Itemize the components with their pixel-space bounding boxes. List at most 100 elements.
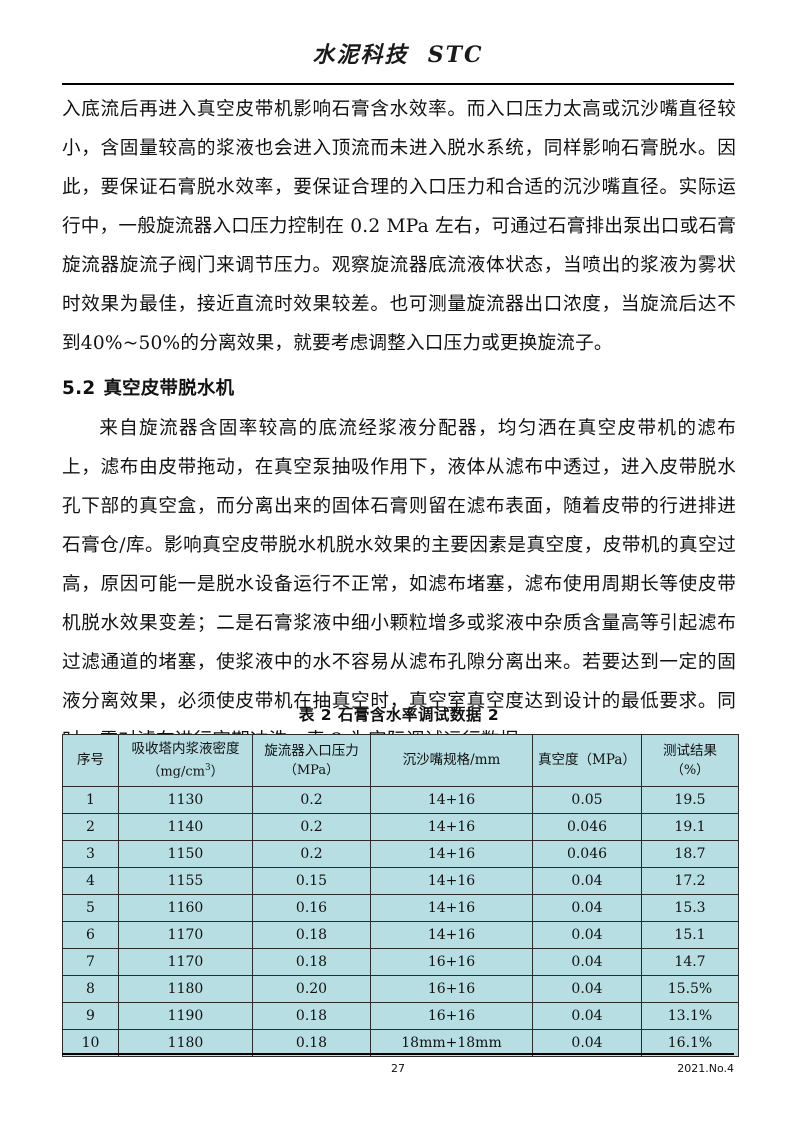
cell-slurry-density: 1160: [118, 894, 253, 923]
cell-inlet-pressure: 0.15: [252, 867, 371, 896]
column-header-test-result-line1: 测试结果: [663, 742, 717, 759]
table-row: 2 1140 0.2 14+16 0.046 19.1: [62, 813, 739, 842]
cell-index: 9: [62, 1002, 119, 1031]
cell-inlet-pressure: 0.2: [252, 786, 371, 815]
cell-inlet-pressure: 0.16: [252, 894, 371, 923]
cell-nozzle-spec: 16+16: [370, 1002, 533, 1031]
section-heading-5-2: 5.2 真空皮带脱水机: [62, 371, 736, 407]
cell-vacuum: 0.04: [532, 1002, 642, 1031]
table-header-row: 序号 吸收塔内浆液密度 （mg/cm3） 旋流器入口压力 （MPa） 沉沙嘴规格…: [62, 733, 739, 788]
cell-index: 7: [62, 948, 119, 977]
cell-vacuum: 0.04: [532, 1029, 642, 1058]
cell-inlet-pressure: 0.2: [252, 840, 371, 869]
table-row: 6 1170 0.18 14+16 0.04 15.1: [62, 921, 739, 950]
cell-nozzle-spec: 14+16: [370, 813, 533, 842]
journal-title: 水泥科技 STC: [312, 42, 484, 68]
cell-index: 1: [62, 786, 119, 815]
table-row: 10 1180 0.18 18mm+18mm 0.04 16.1%: [62, 1029, 739, 1058]
cell-vacuum: 0.04: [532, 921, 642, 950]
section-number: 5.2: [62, 378, 96, 399]
column-header-inlet-pressure-line1: 旋流器入口压力: [264, 742, 359, 759]
cell-test-result: 13.1%: [641, 1002, 739, 1031]
cell-vacuum: 0.04: [532, 867, 642, 896]
cell-index: 4: [62, 867, 119, 896]
section-title: 真空皮带脱水机: [103, 378, 235, 399]
cell-slurry-density: 1140: [118, 813, 253, 842]
page-footer: 27 2021.No.4: [62, 1062, 734, 1080]
table-row: 9 1190 0.18 16+16 0.04 13.1%: [62, 1002, 739, 1031]
cell-test-result: 19.5: [641, 786, 739, 815]
table-body: 1 1130 0.2 14+16 0.05 19.5 2 1140 0.2 14…: [62, 786, 739, 1058]
cell-vacuum: 0.04: [532, 894, 642, 923]
document-body: 入底流后再进入真空皮带机影响石膏含水效率。而入口压力太高或沉沙嘴直径较小，含固量…: [62, 90, 736, 760]
column-header-vacuum-line1: 真空度（MPa）: [538, 752, 636, 769]
column-header-nozzle-spec-line1: 沉沙嘴规格/mm: [402, 752, 501, 769]
table-2-container: 表 2 石膏含水率调试数据 2 序号 吸收塔内浆液密度 （mg/cm3） 旋流器…: [62, 703, 739, 1058]
cell-nozzle-spec: 14+16: [370, 867, 533, 896]
cell-nozzle-spec: 18mm+18mm: [370, 1029, 533, 1058]
cell-test-result: 17.2: [641, 867, 739, 896]
cell-test-result: 14.7: [641, 948, 739, 977]
cell-slurry-density: 1180: [118, 1029, 253, 1058]
header-divider: [62, 83, 734, 85]
column-header-nozzle-spec: 沉沙嘴规格/mm: [370, 733, 533, 788]
page-number: 27: [391, 1062, 405, 1075]
cell-nozzle-spec: 14+16: [370, 921, 533, 950]
column-header-inlet-pressure-unit: （MPa）: [283, 762, 340, 778]
cell-vacuum: 0.05: [532, 786, 642, 815]
column-header-test-result: 测试结果 （%）: [641, 733, 739, 788]
cell-inlet-pressure: 0.18: [252, 1002, 371, 1031]
cell-index: 8: [62, 975, 119, 1004]
column-header-index-line1: 序号: [77, 752, 104, 769]
running-header: 水泥科技 STC: [62, 44, 734, 66]
cell-vacuum: 0.04: [532, 948, 642, 977]
cell-nozzle-spec: 14+16: [370, 840, 533, 869]
cell-index: 3: [62, 840, 119, 869]
table-row: 4 1155 0.15 14+16 0.04 17.2: [62, 867, 739, 896]
cell-test-result: 15.3: [641, 894, 739, 923]
cell-slurry-density: 1170: [118, 948, 253, 977]
cell-index: 2: [62, 813, 119, 842]
cell-index: 10: [62, 1029, 119, 1058]
cell-slurry-density: 1155: [118, 867, 253, 896]
cell-slurry-density: 1180: [118, 975, 253, 1004]
paragraph-1: 入底流后再进入真空皮带机影响石膏含水效率。而入口压力太高或沉沙嘴直径较小，含固量…: [62, 99, 736, 354]
cell-inlet-pressure: 0.2: [252, 813, 371, 842]
cell-vacuum: 0.04: [532, 975, 642, 1004]
moisture-test-data-table: 序号 吸收塔内浆液密度 （mg/cm3） 旋流器入口压力 （MPa） 沉沙嘴规格…: [62, 733, 739, 1058]
cell-test-result: 16.1%: [641, 1029, 739, 1058]
table-caption: 表 2 石膏含水率调试数据 2: [298, 706, 500, 724]
table-row: 5 1160 0.16 14+16 0.04 15.3: [62, 894, 739, 923]
table-row: 3 1150 0.2 14+16 0.046 18.7: [62, 840, 739, 869]
cell-inlet-pressure: 0.20: [252, 975, 371, 1004]
cell-vacuum: 0.046: [532, 840, 642, 869]
cell-index: 5: [62, 894, 119, 923]
cell-nozzle-spec: 16+16: [370, 975, 533, 1004]
column-header-inlet-pressure: 旋流器入口压力 （MPa）: [252, 733, 371, 788]
cell-test-result: 15.1: [641, 921, 739, 950]
table-row: 1 1130 0.2 14+16 0.05 19.5: [62, 786, 739, 815]
cell-slurry-density: 1150: [118, 840, 253, 869]
cell-test-result: 15.5%: [641, 975, 739, 1004]
column-header-slurry-density: 吸收塔内浆液密度 （mg/cm3）: [118, 733, 253, 788]
cell-vacuum: 0.046: [532, 813, 642, 842]
table-row: 7 1170 0.18 16+16 0.04 14.7: [62, 948, 739, 977]
cell-nozzle-spec: 14+16: [370, 894, 533, 923]
cell-index: 6: [62, 921, 119, 950]
column-header-slurry-density-unit: （mg/cm3）: [147, 763, 224, 780]
cell-inlet-pressure: 0.18: [252, 948, 371, 977]
footer-divider: [62, 1053, 734, 1055]
column-header-test-result-unit: （%）: [670, 762, 710, 778]
cell-nozzle-spec: 16+16: [370, 948, 533, 977]
cell-slurry-density: 1170: [118, 921, 253, 950]
issue-label: 2021.No.4: [677, 1062, 734, 1075]
column-header-vacuum: 真空度（MPa）: [532, 733, 642, 788]
cell-test-result: 18.7: [641, 840, 739, 869]
cell-inlet-pressure: 0.18: [252, 921, 371, 950]
cell-inlet-pressure: 0.18: [252, 1029, 371, 1058]
table-row: 8 1180 0.20 16+16 0.04 15.5%: [62, 975, 739, 1004]
cell-slurry-density: 1130: [118, 786, 253, 815]
cell-test-result: 19.1: [641, 813, 739, 842]
cell-slurry-density: 1190: [118, 1002, 253, 1031]
column-header-slurry-density-line1: 吸收塔内浆液密度: [131, 741, 240, 757]
